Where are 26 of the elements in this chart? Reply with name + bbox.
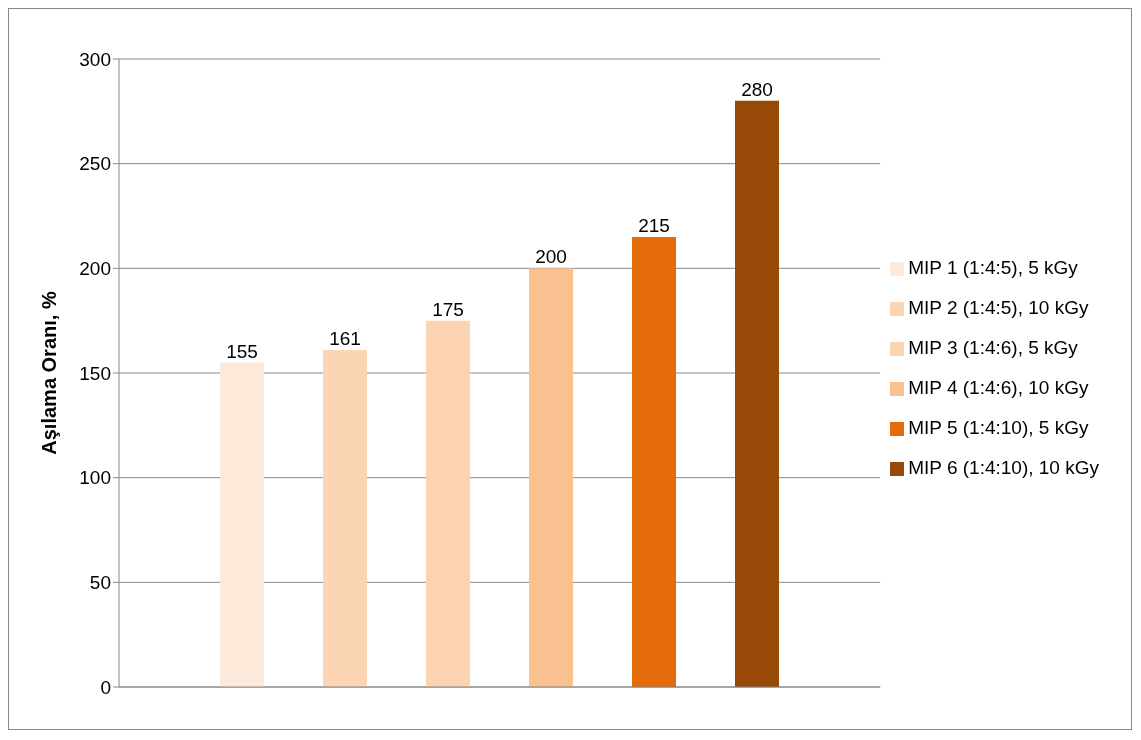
y-tick-label: 50 xyxy=(89,572,111,594)
bar xyxy=(529,268,573,687)
data-label: 161 xyxy=(329,327,361,349)
y-tick-label: 200 xyxy=(79,258,111,280)
legend-label: MIP 2 (1:4:5), 10 kGy xyxy=(908,297,1089,318)
y-tick-label: 0 xyxy=(100,676,111,698)
data-label: 280 xyxy=(741,78,773,100)
bar xyxy=(632,236,676,687)
y-tick-label: 150 xyxy=(79,362,111,384)
legend-label: MIP 1 (1:4:5), 5 kGy xyxy=(908,257,1078,278)
data-label: 215 xyxy=(638,214,670,236)
legend-label: MIP 4 (1:4:6), 10 kGy xyxy=(908,377,1089,398)
y-tick-label: 100 xyxy=(79,467,111,489)
y-tick-label: 300 xyxy=(79,48,111,70)
data-label: 175 xyxy=(432,298,464,320)
y-axis-title: Aşılama Oranı, % xyxy=(38,291,61,455)
bar xyxy=(323,349,367,687)
y-tick-label: 250 xyxy=(79,153,111,175)
legend-label: MIP 6 (1:4:10), 10 kGy xyxy=(908,457,1099,478)
bar xyxy=(220,362,264,687)
data-label: 200 xyxy=(535,246,567,268)
legend-label: MIP 3 (1:4:6), 5 kGy xyxy=(908,337,1078,358)
legend-label: MIP 5 (1:4:10), 5 kGy xyxy=(908,417,1089,438)
data-label: 155 xyxy=(226,340,258,362)
bar xyxy=(426,320,470,687)
bar xyxy=(735,100,779,687)
